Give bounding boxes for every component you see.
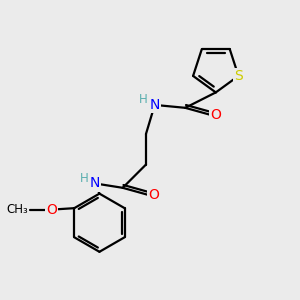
Text: H: H bbox=[80, 172, 88, 185]
Text: S: S bbox=[234, 69, 243, 83]
Text: N: N bbox=[90, 176, 100, 190]
Text: H: H bbox=[139, 93, 148, 106]
Text: N: N bbox=[149, 98, 160, 112]
Text: CH₃: CH₃ bbox=[7, 203, 28, 216]
Text: O: O bbox=[148, 188, 159, 202]
Text: O: O bbox=[210, 108, 221, 122]
Text: O: O bbox=[46, 202, 57, 217]
